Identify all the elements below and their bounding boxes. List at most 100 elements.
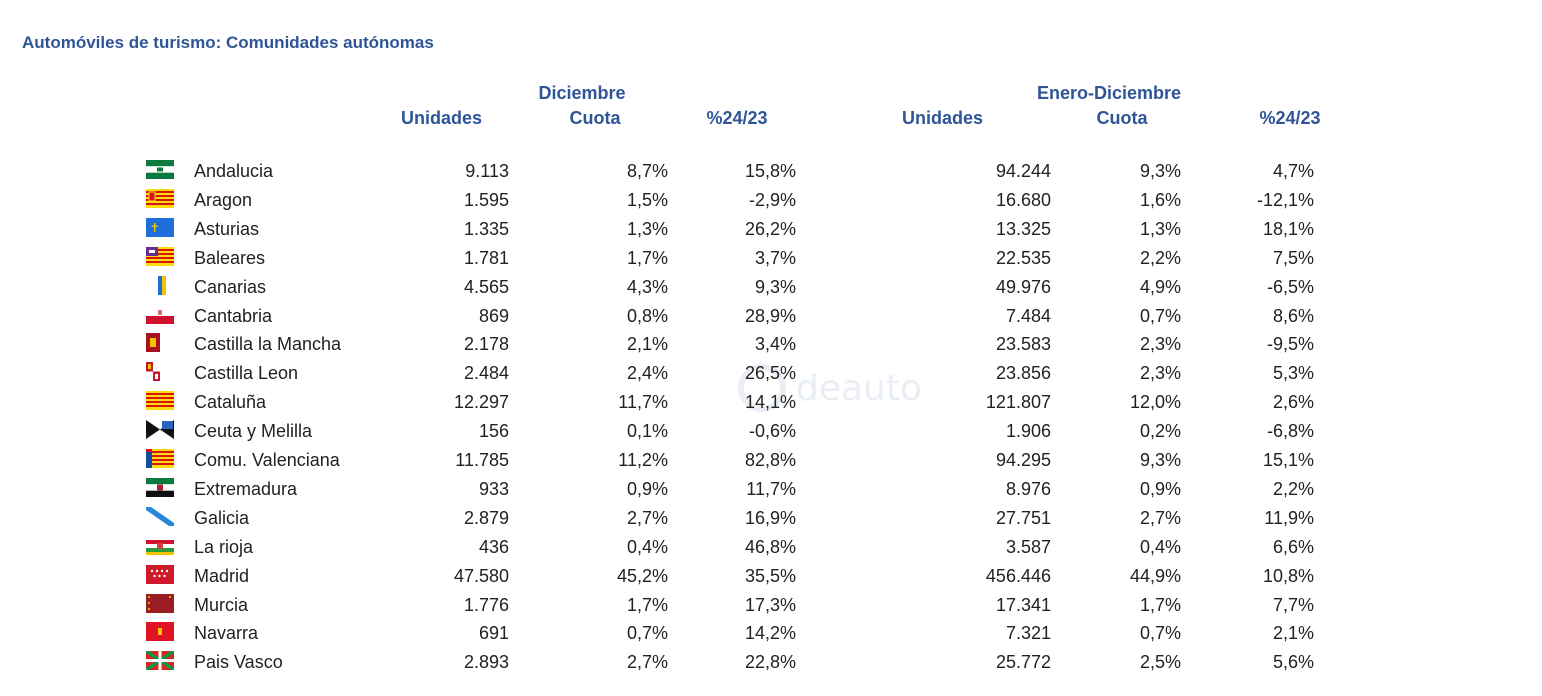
page-title: Automóviles de turismo: Comunidades autó… — [22, 33, 434, 52]
unidades-dic-cell: 869 — [478, 305, 509, 326]
region-name: Cantabria — [194, 305, 273, 326]
region-name: Pais Vasco — [194, 652, 283, 673]
madrid-flag-icon — [146, 564, 174, 584]
unidades-dic-cell: 436 — [478, 536, 509, 557]
pct-dic-cell: 46,8% — [744, 536, 796, 557]
pct-dic-cell: -2,9% — [748, 189, 796, 210]
table-row: Cataluña 12.297 11,7% 14,1% 121.807 12,0% 2,6% — [0, 388, 1542, 416]
pct-dic-cell: 15,8% — [744, 161, 796, 181]
region-name: Navarra — [194, 623, 259, 644]
pct-dic-cell: 22,8% — [744, 652, 796, 673]
region-name: Castilla Leon — [194, 363, 299, 384]
cuota-anual-cell: 9,3% — [1139, 450, 1181, 470]
pct-anual-cell: 11,9% — [1264, 507, 1314, 528]
table-row: Canarias 4.565 4,3% 9,3% 49.976 4,9% -6,5% — [0, 273, 1542, 301]
cuota-dic-cell: 11,7% — [618, 392, 668, 413]
pct-dic-cell: 28,9% — [744, 305, 796, 326]
cuota-anual-cell: 1,6% — [1139, 189, 1181, 210]
unidades-anual-cell: 94.244 — [995, 161, 1051, 181]
cuota-anual-cell: 2,2% — [1139, 247, 1181, 268]
ceuta-melilla-flag-icon — [146, 420, 174, 440]
cuota-dic-cell: 1,7% — [626, 594, 668, 615]
cuota-anual-cell: 0,9% — [1139, 478, 1181, 499]
table-row: Asturias 1.335 1,3% 26,2% 13.325 1,3% 18,1% — [0, 215, 1542, 243]
table-row: Castilla Leon 2.484 2,4% 26,5% 23.856 2,3% 5,3… — [0, 359, 1542, 387]
aragon-flag-icon — [146, 188, 174, 208]
pct-anual-cell: 2,6% — [1272, 392, 1314, 413]
unidades-anual-cell: 17.341 — [995, 594, 1051, 615]
pct-dic-cell: 16,9% — [744, 507, 796, 528]
header-unidades-anual: Unidades — [901, 108, 983, 128]
header-cuota-dic: Cuota — [569, 108, 621, 128]
la-rioja-flag-icon — [146, 536, 174, 555]
cuota-anual-cell: 2,3% — [1139, 334, 1181, 355]
pct-dic-cell: 17,3% — [744, 594, 796, 615]
cuota-dic-cell: 2,4% — [626, 363, 668, 384]
cuota-dic-cell: 0,7% — [626, 623, 668, 644]
pct-dic-cell: 3,7% — [754, 247, 796, 268]
pct-dic-cell: 14,2% — [744, 623, 796, 644]
pais-vasco-flag-icon — [146, 651, 174, 671]
unidades-anual-cell: 94.295 — [995, 450, 1051, 470]
cuota-dic-cell: 0,1% — [626, 421, 668, 442]
table-row: Extremadura 933 0,9% 11,7% 8.976 0,9% 2,2% — [0, 475, 1542, 503]
murcia-flag-icon — [146, 593, 174, 613]
unidades-anual-cell: 1.906 — [1005, 421, 1051, 442]
unidades-dic-cell: 2.879 — [463, 507, 509, 528]
pct-dic-cell: 35,5% — [744, 565, 796, 586]
table-row: Aragon 1.595 1,5% -2,9% 16.680 1,6% -12,1% — [0, 186, 1542, 214]
extremadura-flag-icon — [146, 477, 174, 497]
navarra-flag-icon — [146, 622, 174, 642]
region-name: Ceuta y Melilla — [194, 421, 313, 442]
table-row: Murcia 1.776 1,7% 17,3% 17.341 1,7% 7,7% — [0, 591, 1542, 619]
unidades-anual-cell: 7.484 — [1005, 305, 1051, 326]
cuota-dic-cell: 2,1% — [626, 334, 668, 355]
unidades-dic-cell: 1.335 — [463, 218, 509, 239]
cuota-dic-cell: 11,2% — [618, 450, 668, 470]
cuota-dic-cell: 45,2% — [616, 565, 668, 586]
pct-anual-cell: 4,7% — [1272, 161, 1314, 181]
asturias-flag-icon — [146, 217, 174, 237]
valenciana-flag-icon — [146, 449, 174, 468]
cuota-dic-cell: 2,7% — [626, 507, 668, 528]
cuota-anual-cell: 0,4% — [1139, 536, 1181, 557]
unidades-anual-cell: 13.325 — [995, 218, 1051, 239]
unidades-anual-cell: 49.976 — [995, 276, 1051, 297]
pct-dic-cell: 9,3% — [754, 276, 796, 297]
galicia-flag-icon — [146, 506, 174, 526]
pct-anual-cell: -6,8% — [1266, 421, 1314, 442]
unidades-dic-cell: 1.595 — [463, 189, 509, 210]
region-name: Madrid — [194, 565, 250, 586]
unidades-dic-cell: 2.484 — [463, 363, 509, 384]
canarias-flag-icon — [146, 275, 174, 295]
table-row: Pais Vasco 2.893 2,7% 22,8% 25.772 2,5% 5,6% — [0, 648, 1542, 676]
castilla-la-mancha-flag-icon — [146, 333, 174, 353]
region-name: Extremadura — [194, 478, 298, 499]
table-row: Navarra 691 0,7% 14,2% 7.321 0,7% 2,1% — [0, 619, 1542, 647]
pct-anual-cell: 2,2% — [1272, 478, 1314, 499]
unidades-anual-cell: 7.321 — [1005, 623, 1051, 644]
unidades-dic-cell: 4.565 — [463, 276, 509, 297]
unidades-anual-cell: 23.856 — [995, 363, 1051, 384]
table-row: Castilla la Mancha 2.178 2,1% 3,4% 23.583 2,3… — [0, 330, 1542, 358]
pct-anual-cell: 5,3% — [1272, 363, 1314, 384]
unidades-anual-cell: 456.446 — [985, 565, 1051, 586]
unidades-dic-cell: 12.297 — [453, 392, 509, 413]
header-pct-anual: %24/23 — [1259, 108, 1321, 128]
pct-dic-cell: 26,2% — [744, 218, 796, 239]
table-row: Ceuta y Melilla 156 0,1% -0,6% 1.906 0,2% -6,8… — [0, 417, 1542, 445]
pct-anual-cell: 2,1% — [1272, 623, 1314, 644]
unidades-dic-cell: 156 — [478, 421, 509, 442]
region-name: Comu. Valenciana — [194, 450, 340, 470]
table-row: Galicia 2.879 2,7% 16,9% 27.751 2,7% 11,9% — [0, 504, 1542, 532]
pct-anual-cell: 18,1% — [1262, 218, 1314, 239]
region-name: Castilla la Mancha — [194, 334, 342, 355]
region-name: Baleares — [194, 247, 266, 268]
unidades-anual-cell: 22.535 — [995, 247, 1051, 268]
cuota-anual-cell: 12,0% — [1129, 392, 1181, 413]
header-unidades-dic: Unidades — [400, 108, 482, 128]
table-row: Madrid 47.580 45,2% 35,5% 456.446 44,9% 10,8% — [0, 562, 1542, 590]
pct-anual-cell: -9,5% — [1266, 334, 1314, 355]
cuota-dic-cell: 8,7% — [626, 161, 668, 181]
